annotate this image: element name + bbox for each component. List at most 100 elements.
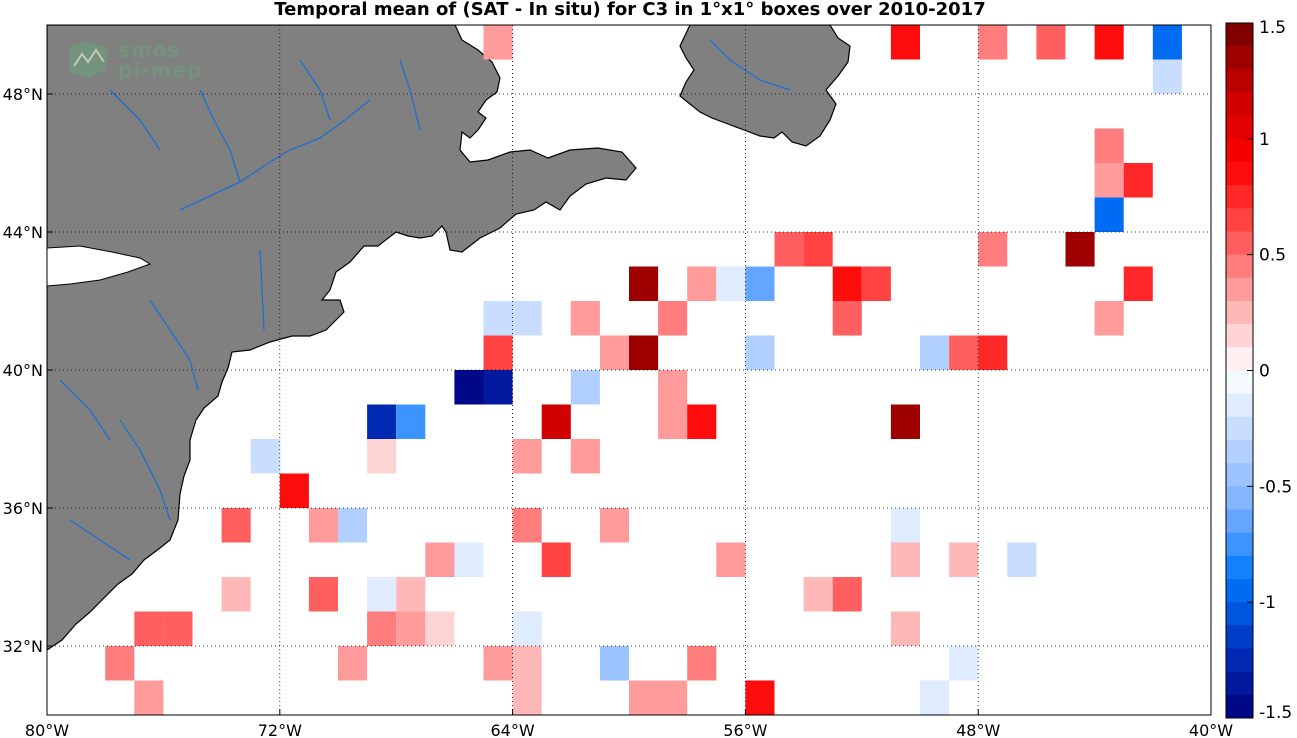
heatmap-cell — [949, 335, 979, 370]
heatmap-cell — [890, 25, 920, 60]
heatmap-cell — [1036, 25, 1066, 60]
heatmap-cell — [1152, 25, 1182, 60]
colorbar-segment — [1226, 393, 1253, 418]
heatmap-cell — [774, 232, 804, 267]
colorbar-segment — [1226, 370, 1253, 395]
y-tick-label: 44°N — [3, 223, 43, 242]
heatmap-cell — [1123, 163, 1153, 198]
heatmap-cell — [279, 473, 309, 508]
chart-title: Temporal mean of (SAT - In situ) for C3 … — [274, 0, 986, 20]
colorbar-tick-label: 0 — [1259, 362, 1270, 382]
heatmap-cell — [890, 508, 920, 543]
heatmap-cell — [134, 611, 164, 646]
heatmap-cell — [338, 508, 368, 543]
heatmap-cell — [803, 232, 833, 267]
heatmap-cell — [483, 25, 513, 60]
heatmap-cell — [745, 266, 775, 301]
colorbar-segment — [1226, 555, 1253, 580]
heatmap-cell — [512, 301, 542, 336]
colorbar-segment — [1226, 138, 1253, 163]
heatmap-cell — [396, 404, 426, 439]
heatmap-cells — [105, 25, 1182, 738]
heatmap-cell — [367, 611, 397, 646]
heatmap-cell — [512, 439, 542, 474]
heatmap-cell — [1094, 128, 1124, 163]
x-tick-label: 40°W — [1189, 721, 1233, 738]
heatmap-cell — [512, 611, 542, 646]
heatmap-cell — [163, 611, 193, 646]
heatmap-cell — [512, 646, 542, 681]
logo-mark-icon — [70, 42, 108, 78]
heatmap-cell — [599, 508, 629, 543]
heatmap-cell — [1094, 163, 1124, 198]
x-tick-label: 56°W — [723, 721, 767, 738]
colorbar-segment — [1226, 208, 1253, 232]
heatmap-cell — [745, 680, 775, 715]
colorbar-segment — [1226, 115, 1253, 140]
heatmap-cell — [454, 542, 484, 577]
colorbar-segment — [1226, 694, 1253, 719]
colorbar-segment — [1226, 185, 1253, 209]
heatmap-cell — [425, 542, 455, 577]
heatmap-cell — [745, 335, 775, 370]
colorbar-segment — [1226, 46, 1253, 70]
colorbar-segment — [1226, 301, 1253, 325]
heatmap-cell — [250, 439, 280, 474]
lake — [47, 245, 152, 287]
heatmap-cell — [832, 301, 862, 336]
heatmap-cell — [600, 715, 629, 738]
heatmap-cell — [920, 335, 950, 370]
colorbar: 1.5 1 0.5 0 -0.5 -1 -1.5 — [1225, 18, 1292, 723]
colorbar-segment — [1226, 324, 1253, 348]
heatmap-cell — [890, 611, 920, 646]
colorbar-segment — [1226, 579, 1253, 603]
heatmap-cell — [629, 266, 659, 301]
heatmap-cell — [716, 266, 746, 301]
y-tick-label: 40°N — [3, 361, 43, 380]
heatmap-cell — [221, 508, 251, 543]
smos-pi-mep-logo: smos pi-mep — [66, 38, 206, 84]
colorbar-tick-label: 1.5 — [1259, 18, 1286, 38]
y-tick-label: 36°N — [3, 499, 43, 518]
heatmap-cell — [687, 404, 717, 439]
heatmap-cell — [134, 680, 164, 715]
heatmap-cell — [687, 266, 717, 301]
heatmap-cell — [716, 542, 746, 577]
heatmap-cell — [541, 404, 571, 439]
heatmap-cell — [687, 646, 717, 681]
heatmap-cell — [629, 335, 659, 370]
heatmap-cell — [920, 680, 950, 715]
colorbar-segment — [1226, 23, 1253, 47]
grid-lines — [47, 25, 1211, 715]
heatmap-cell — [1094, 197, 1124, 232]
heatmap-cell — [483, 335, 513, 370]
heatmap-cell — [1152, 59, 1182, 94]
x-tick-label: 48°W — [956, 721, 1000, 738]
heatmap-cell — [454, 370, 484, 405]
heatmap-cell — [658, 404, 688, 439]
heatmap-cell — [367, 439, 397, 474]
colorbar-segment — [1226, 416, 1253, 441]
colorbar-segment — [1226, 440, 1253, 464]
heatmap-cell — [367, 577, 397, 612]
heatmap-cell — [483, 646, 513, 681]
heatmap-cell — [949, 646, 979, 681]
colorbar-segment — [1226, 532, 1253, 557]
heatmap-cell — [483, 370, 513, 405]
heatmap-cell — [832, 266, 862, 301]
colorbar-segment — [1226, 625, 1253, 649]
heatmap-cell — [308, 577, 338, 612]
x-tick-label: 80°W — [25, 721, 69, 738]
heatmap-cell — [658, 370, 688, 405]
x-tick-label: 64°W — [491, 721, 535, 738]
heatmap-cell — [629, 680, 659, 715]
colorbar-segment — [1226, 69, 1253, 93]
heatmap-cell — [978, 232, 1008, 267]
colorbar-segment — [1226, 486, 1253, 510]
heatmap-cell — [658, 680, 688, 715]
colorbar-segment — [1226, 671, 1253, 696]
heatmap-cell — [512, 508, 542, 543]
heatmap-cell — [599, 335, 629, 370]
colorbar-tick-label: 0.5 — [1259, 246, 1286, 266]
